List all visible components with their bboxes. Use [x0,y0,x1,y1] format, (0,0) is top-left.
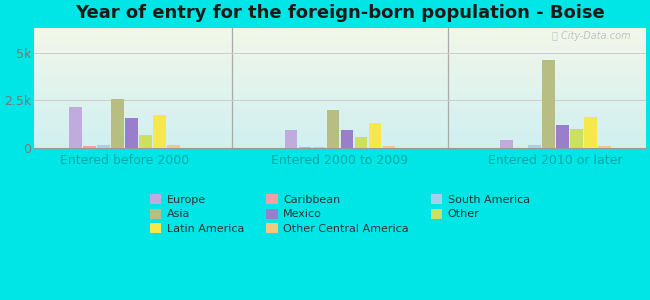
Text: ⓘ City-Data.com: ⓘ City-Data.com [552,32,630,41]
Bar [383,146,395,148]
Bar [355,137,367,148]
Bar [542,60,554,148]
Bar [313,147,325,148]
Bar [125,118,138,148]
Bar [83,146,96,148]
Bar [341,130,353,148]
Bar [111,99,124,148]
Bar [570,129,582,148]
Bar [70,107,82,148]
Bar [528,145,541,148]
Bar [139,135,151,148]
Bar [299,147,311,148]
Legend: Europe, Asia, Latin America, Caribbean, Mexico, Other Central America, South Ame: Europe, Asia, Latin America, Caribbean, … [146,190,534,238]
Bar [500,140,512,148]
Bar [153,115,166,148]
Bar [98,145,110,148]
Bar [285,130,297,148]
Bar [556,125,569,148]
Bar [168,145,179,148]
Bar [598,146,610,148]
Bar [327,110,339,148]
Title: Year of entry for the foreign-born population - Boise: Year of entry for the foreign-born popul… [75,4,605,22]
Bar [584,116,597,148]
Bar [369,123,381,148]
